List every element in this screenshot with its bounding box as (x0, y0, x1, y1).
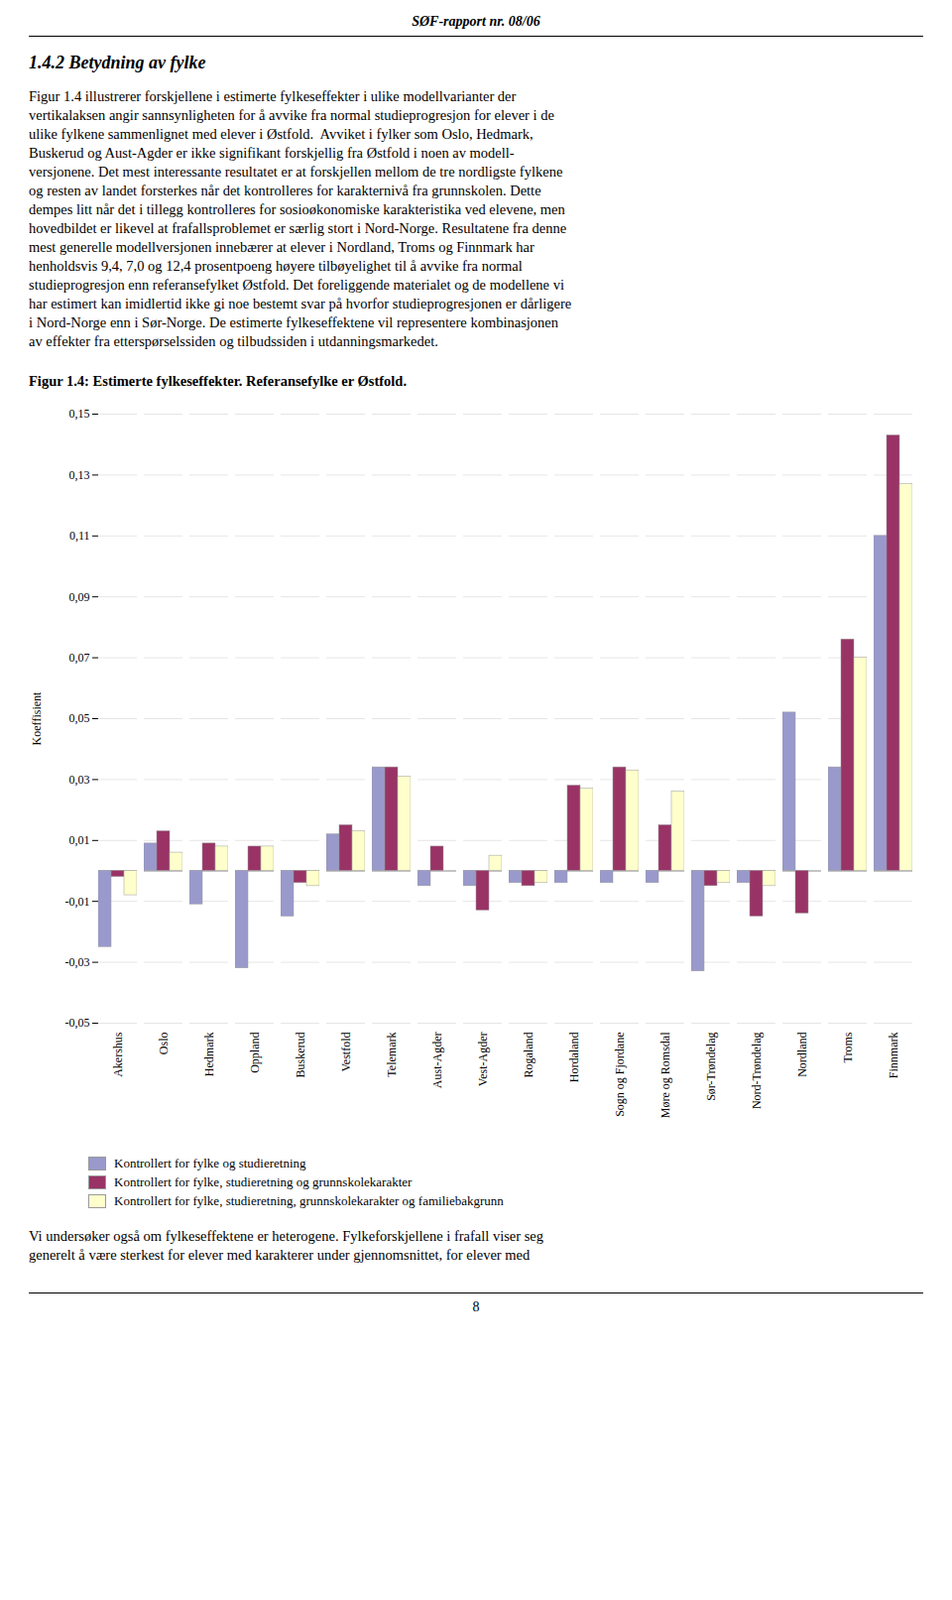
svg-text:Aust-Agder: Aust-Agder (430, 1031, 445, 1088)
html-text:Vi undersøker også om fylkesef: Vi undersøker også om fylkeseffektene er… (28, 1227, 544, 1244)
html-text:ulike fylkene sammenlignet med: ulike fylkene sammenlignet med elever i … (28, 125, 534, 142)
html-text:studieprogresjon enn referanse: studieprogresjon enn referansefylket Øst… (28, 276, 565, 293)
html-text:8: 8 (472, 1299, 480, 1314)
html-text:Figur 1.4: Estimerte fylkeseff: Figur 1.4: Estimerte fylkeseffekter. Ref… (28, 372, 407, 389)
svg-text:Buskerud: Buskerud (293, 1032, 308, 1078)
svg-text:Oslo: Oslo (156, 1032, 171, 1056)
svg-text:Vestfold: Vestfold (339, 1032, 354, 1072)
svg-text:Finnmark: Finnmark (886, 1032, 901, 1079)
svg-text:Møre og Romsdal: Møre og Romsdal (658, 1031, 673, 1118)
svg-text:Oppland: Oppland (247, 1032, 262, 1073)
svg-text:Rogaland: Rogaland (521, 1032, 536, 1078)
svg-text:0,15: 0,15 (69, 406, 91, 421)
svg-text:0,11: 0,11 (69, 528, 91, 543)
html-text:Kontrollert for fylke, studier: Kontrollert for fylke, studieretning og … (114, 1174, 412, 1190)
svg-text:0,05: 0,05 (69, 711, 91, 725)
svg-text:-0,01: -0,01 (65, 894, 91, 909)
html-text:Kontrollert for fylke og studi: Kontrollert for fylke og studieretning (114, 1155, 306, 1171)
html-text:generelt å være sterkest for e: generelt å være sterkest for elever med … (28, 1246, 530, 1263)
html-text:og resten av landet forsterkes: og resten av landet forsterkes når det k… (28, 182, 542, 199)
html-text:av effekter fra etterspørselss: av effekter fra etterspørselssiden og ti… (28, 333, 439, 350)
html-text:Kontrollert for fylke, studier: Kontrollert for fylke, studieretning, gr… (114, 1192, 504, 1208)
svg-text:0,01: 0,01 (69, 833, 91, 847)
html-text:dempes litt når det i tillegg: dempes litt når det i tillegg kontroller… (28, 201, 566, 218)
svg-text:0,07: 0,07 (69, 650, 91, 665)
html-text:Figur 1.4 illustrerer forskjel: Figur 1.4 illustrerer forskjellene i est… (28, 88, 517, 105)
svg-text:Vest-Agder: Vest-Agder (476, 1032, 490, 1087)
html-text:hovedbildet er likevel at fraf: hovedbildet er likevel at frafallsproble… (28, 220, 567, 237)
html-text:mest generelle modellversjonen: mest generelle modellversjonen innebærer… (28, 238, 535, 255)
svg-text:0,03: 0,03 (69, 772, 91, 787)
html-text:vertikalaksen angir sannsynlig: vertikalaksen angir sannsynligheten for … (28, 107, 555, 123)
svg-text:Telemark: Telemark (384, 1032, 399, 1077)
html-text:har estimert kan imidlertid ik: har estimert kan imidlertid ikke gi noe … (28, 295, 572, 312)
svg-text:Sogn og Fjordane: Sogn og Fjordane (612, 1032, 627, 1117)
svg-text:Sør-Trøndelag: Sør-Trøndelag (704, 1032, 718, 1101)
html-text:SØF-rapport nr. 08/06: SØF-rapport nr. 08/06 (411, 13, 541, 29)
svg-text:Nord-Trøndelag: Nord-Trøndelag (749, 1032, 764, 1110)
svg-text:Hedmark: Hedmark (202, 1032, 217, 1077)
svg-text:0,13: 0,13 (69, 468, 91, 482)
html-text:Buskerud og Aust-Agder er ikke: Buskerud og Aust-Agder er ikke signifika… (28, 144, 515, 161)
svg-text:Nordland: Nordland (795, 1032, 810, 1077)
svg-text:0,09: 0,09 (69, 590, 91, 604)
html-text:versjonene. Det mest interessa: versjonene. Det mest interessante result… (28, 163, 563, 180)
svg-text:Troms: Troms (840, 1031, 855, 1063)
svg-text:Koeffisient: Koeffisient (29, 691, 44, 745)
svg-text:Hordaland: Hordaland (567, 1032, 582, 1083)
svg-text:-0,05: -0,05 (65, 1015, 91, 1030)
svg-text:Akershus: Akershus (111, 1031, 125, 1077)
html-text:1.4.2 Betydning av fylke: 1.4.2 Betydning av fylke (28, 52, 206, 73)
html-text:i Nord-Norge enn i Sør-Norge.: i Nord-Norge enn i Sør-Norge. De estimer… (28, 314, 559, 331)
svg-text:-0,03: -0,03 (65, 954, 91, 969)
html-text:henholdsvis 9,4, 7,0 og 12,4 p: henholdsvis 9,4, 7,0 og 12,4 prosentpoen… (28, 257, 523, 274)
